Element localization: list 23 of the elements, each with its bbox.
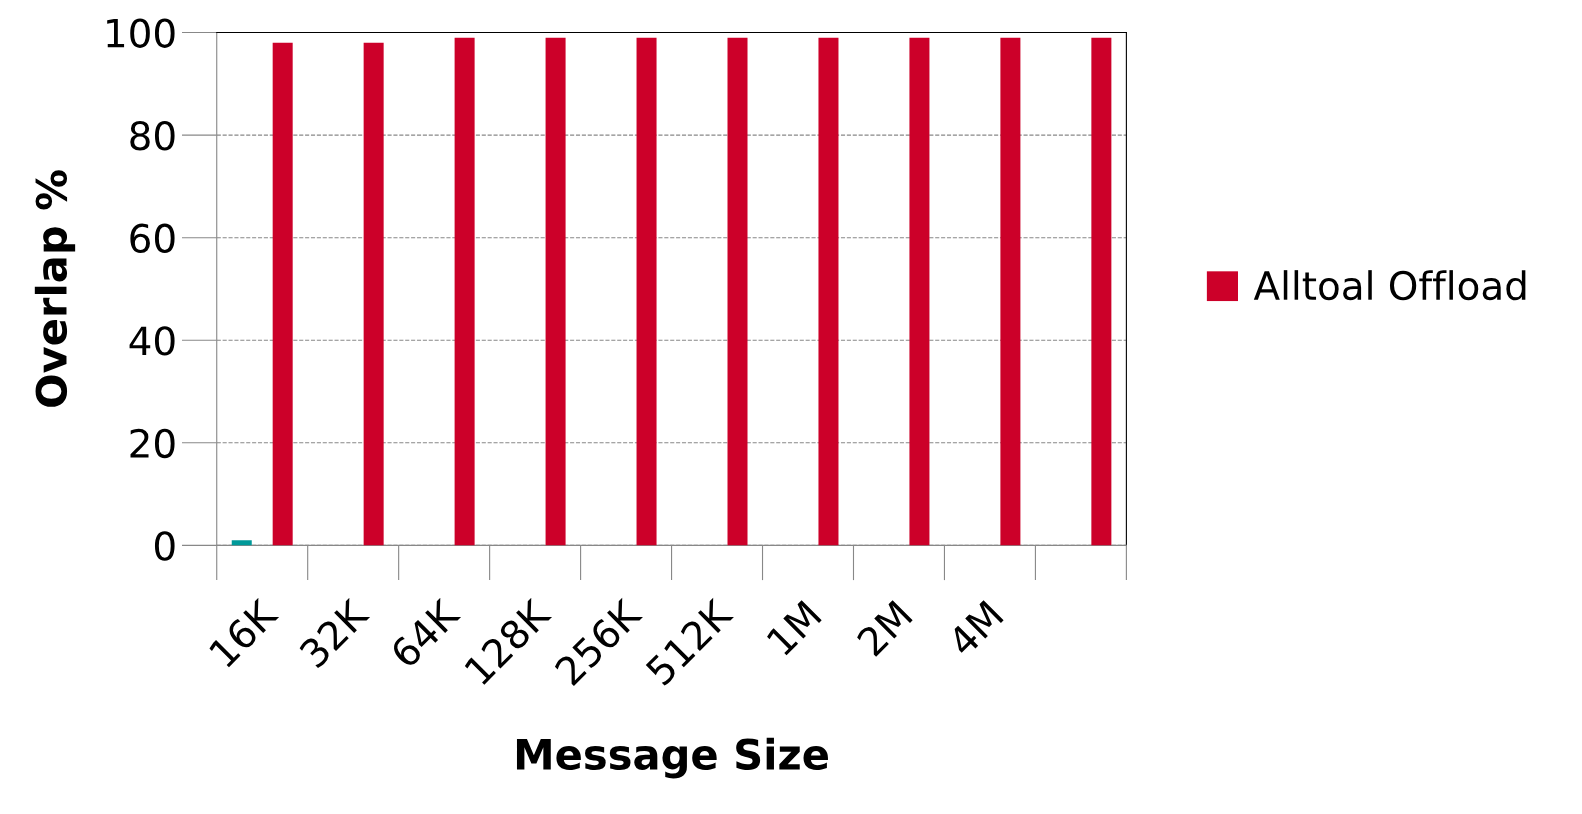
y-axis-title: Overlap % (34, 170, 76, 407)
bar (909, 37, 930, 546)
bar (363, 42, 384, 546)
y-tick-label: 40 (129, 326, 175, 356)
y-tick-label: 20 (130, 428, 175, 459)
x-tick-label: 2M (855, 599, 913, 657)
x-tick-label: 1M (766, 600, 822, 656)
bar (818, 37, 839, 546)
bar (545, 37, 566, 546)
x-axis-title: Message Size (516, 737, 828, 779)
y-tick-label: 80 (130, 121, 175, 151)
bar (231, 540, 252, 546)
x-tick-label: 4M (946, 600, 1004, 658)
y-tick-label: 0 (154, 531, 175, 561)
y-tick-label: 60 (130, 223, 175, 254)
bar (1000, 37, 1021, 546)
bar (727, 37, 748, 546)
legend-label: Alltoal Offload (1253, 270, 1526, 301)
bar (454, 37, 475, 546)
bar (636, 37, 657, 546)
y-tick-label: 100 (107, 18, 175, 48)
bar (272, 42, 293, 546)
bar (1091, 37, 1112, 546)
